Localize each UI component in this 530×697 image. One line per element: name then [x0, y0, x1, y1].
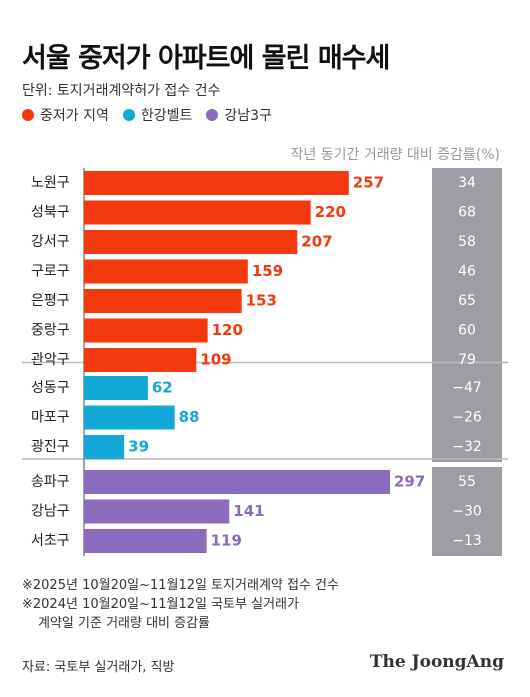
footnote-1: ※2025년 10월20일~11월12일 토지거래계약 접수 건수 [22, 578, 339, 593]
change-column-header: 작년 동기간 거래량 대비 증감률(%) [290, 147, 500, 163]
legend-label-han-river: 한강벨트 [140, 108, 193, 124]
category-label: 광진구 [31, 439, 70, 455]
source-credit: 자료: 국토부 실거래가, 직방 [22, 660, 175, 675]
category-label: 강서구 [31, 234, 70, 250]
bar [84, 171, 349, 195]
data-label: 141 [233, 502, 264, 520]
data-label: 159 [252, 262, 283, 280]
data-label: 109 [200, 351, 231, 369]
category-label: 성북구 [31, 205, 70, 221]
bar [84, 318, 208, 343]
data-label: 153 [246, 292, 277, 310]
bar [84, 405, 175, 430]
footnote-3: 계약일 기준 거래량 대비 증감률 [38, 616, 211, 631]
footnote-2: ※2024년 10월20일~11월12일 국토부 실거래가 [22, 597, 299, 612]
legend-dot-gangnam [206, 109, 219, 121]
bar [84, 348, 197, 372]
category-label: 관악구 [31, 352, 70, 368]
category-label: 노원구 [31, 175, 70, 191]
change-value: 79 [458, 352, 476, 368]
data-label: 120 [212, 321, 243, 339]
change-value: −30 [452, 504, 482, 520]
bar [84, 529, 207, 553]
data-label: 207 [301, 233, 332, 251]
legend: 중저가 지역 한강벨트 강남3구 [22, 105, 286, 125]
publisher-logo: The JoongAng [369, 652, 504, 672]
change-column-bg-3 [432, 467, 502, 556]
bar [84, 376, 148, 400]
category-label: 구로구 [31, 264, 70, 280]
legend-label-gangnam: 강남3구 [224, 108, 272, 124]
category-label: 송파구 [31, 474, 70, 490]
category-label: 서초구 [31, 533, 70, 549]
data-label: 297 [394, 473, 425, 491]
change-value: 55 [458, 474, 476, 490]
footnotes: ※2025년 10월20일~11월12일 토지거래계약 접수 건수 ※2024년… [22, 576, 339, 633]
bar [84, 230, 298, 254]
legend-item-han-river: 한강벨트 [122, 105, 193, 125]
change-value: 34 [458, 175, 476, 191]
bar [84, 200, 311, 225]
change-value: 46 [458, 264, 476, 280]
legend-dot-han-river [122, 109, 135, 121]
change-value: 60 [458, 323, 476, 339]
bar [84, 435, 125, 459]
change-value: −13 [452, 533, 482, 549]
data-label: 62 [152, 379, 173, 397]
data-label: 257 [353, 174, 384, 192]
bar [84, 289, 242, 313]
change-value: −32 [452, 439, 482, 455]
change-value: 68 [458, 205, 476, 221]
change-value: −47 [452, 380, 482, 396]
bar [84, 259, 248, 284]
data-label: 88 [179, 408, 200, 426]
bar [84, 499, 230, 524]
category-label: 강남구 [31, 504, 70, 520]
data-label: 220 [315, 203, 346, 221]
data-label: 39 [128, 438, 149, 456]
change-value: −26 [452, 410, 482, 426]
change-value: 65 [458, 293, 476, 309]
bar [84, 470, 390, 494]
legend-label-low-mid: 중저가 지역 [40, 108, 109, 124]
category-label: 마포구 [31, 410, 70, 426]
category-label: 은평구 [31, 293, 70, 309]
legend-item-low-mid: 중저가 지역 [22, 105, 109, 125]
legend-dot-low-mid [22, 109, 34, 121]
unit-label: 단위: 토지거래계약허가 접수 건수 [22, 83, 221, 99]
change-value: 58 [458, 234, 476, 250]
chart-title: 서울 중저가 아파트에 몰린 매수세 [22, 43, 390, 74]
change-column-bg-1 [432, 168, 502, 375]
change-column-bg-2 [432, 373, 502, 462]
category-label: 성동구 [31, 380, 70, 396]
data-label: 119 [211, 532, 242, 550]
legend-item-gangnam: 강남3구 [206, 105, 272, 125]
category-label: 중랑구 [31, 323, 70, 339]
